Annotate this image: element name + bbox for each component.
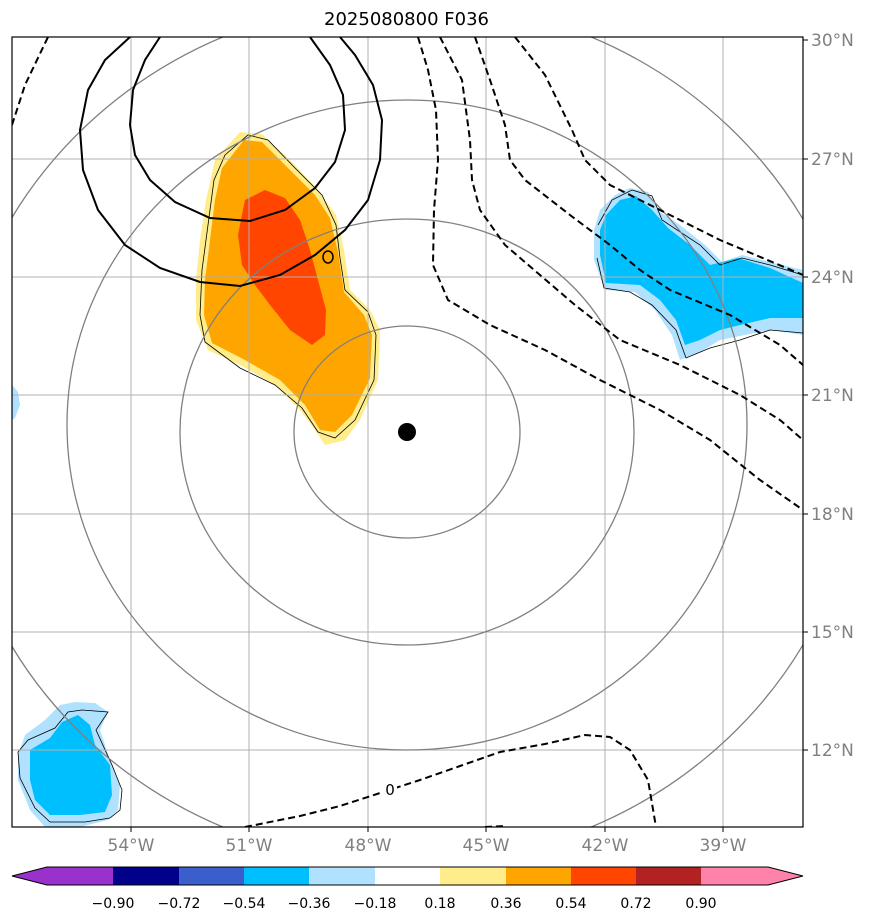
shade-sw-dark [30, 715, 112, 815]
graticule [12, 37, 803, 827]
lon-label-51W: 51°W [226, 836, 273, 856]
colorbar: −0.90 −0.72 −0.54 −0.36 −0.18 0.18 0.36 … [11, 866, 804, 912]
colorbar-tick-9: 0.90 [685, 896, 716, 912]
colorbar-tick-5: 0.18 [424, 896, 455, 912]
solid-contours [78, 37, 384, 288]
lat-label-24N: 24°N [811, 268, 854, 288]
colorbar-tick-8: 0.72 [620, 896, 651, 912]
colorbar-outline [11, 866, 804, 886]
colorbar-bin-10 [701, 867, 768, 885]
lat-label-15N: 15°N [811, 623, 854, 643]
colorbar-bin-5 [375, 867, 440, 885]
colorbar-bin-6 [440, 867, 506, 885]
colorbar-bin-9 [636, 867, 701, 885]
map-frame [11, 36, 804, 828]
colorbar-tick-7: 0.54 [555, 896, 586, 912]
shade-ne-dark [600, 196, 803, 345]
lon-label-54W: 54°W [108, 836, 155, 856]
contour-0-small-loop [322, 250, 334, 264]
colorbar-tick-2: −0.54 [223, 896, 266, 912]
lat-label-18N: 18°N [811, 505, 854, 525]
lat-label-27N: 27°N [811, 150, 854, 170]
lon-label-42W: 42°W [582, 836, 629, 856]
colorbar-bin-3 [244, 867, 309, 885]
contour-label-0: 0 [385, 781, 395, 799]
colorbar-bin-4 [309, 867, 375, 885]
lat-label-30N: 30°N [811, 31, 854, 51]
range-rings [12, 37, 803, 827]
shade-w-edge [12, 385, 20, 420]
colorbar-extend-low [12, 867, 47, 885]
lon-label-48W: 48°W [345, 836, 392, 856]
lat-label-21N: 21°N [811, 386, 854, 406]
shade-0.54-0.72 [238, 190, 326, 345]
lon-label-39W: 39°W [700, 836, 747, 856]
lon-label-45W: 45°W [463, 836, 510, 856]
colorbar-extend-high [768, 867, 803, 885]
colorbar-bin-1 [113, 867, 179, 885]
colorbar-bin-2 [179, 867, 244, 885]
colorbar-tick-0: −0.90 [92, 896, 135, 912]
map-title: 2025080800 F036 [324, 9, 489, 30]
storm-center-marker [398, 423, 416, 441]
colorbar-tick-3: −0.36 [288, 896, 331, 912]
colorbar-tick-4: −0.18 [354, 896, 397, 912]
colorbar-bin-7 [506, 867, 571, 885]
colorbar-bin-0 [47, 867, 113, 885]
latitude-labels: 30°N 27°N 24°N 21°N 18°N 15°N 12°N [803, 31, 854, 761]
longitude-labels: 54°W 51°W 48°W 45°W 42°W 39°W [108, 827, 747, 856]
positive-anomaly-shading [196, 132, 380, 445]
lat-label-12N: 12°N [811, 741, 854, 761]
colorbar-bin-8 [571, 867, 636, 885]
negative-anomaly-shading [12, 188, 803, 827]
anomaly-outlines [17, 134, 803, 823]
colorbar-tick-1: −0.72 [158, 896, 201, 912]
colorbar-tick-6: 0.36 [490, 896, 521, 912]
